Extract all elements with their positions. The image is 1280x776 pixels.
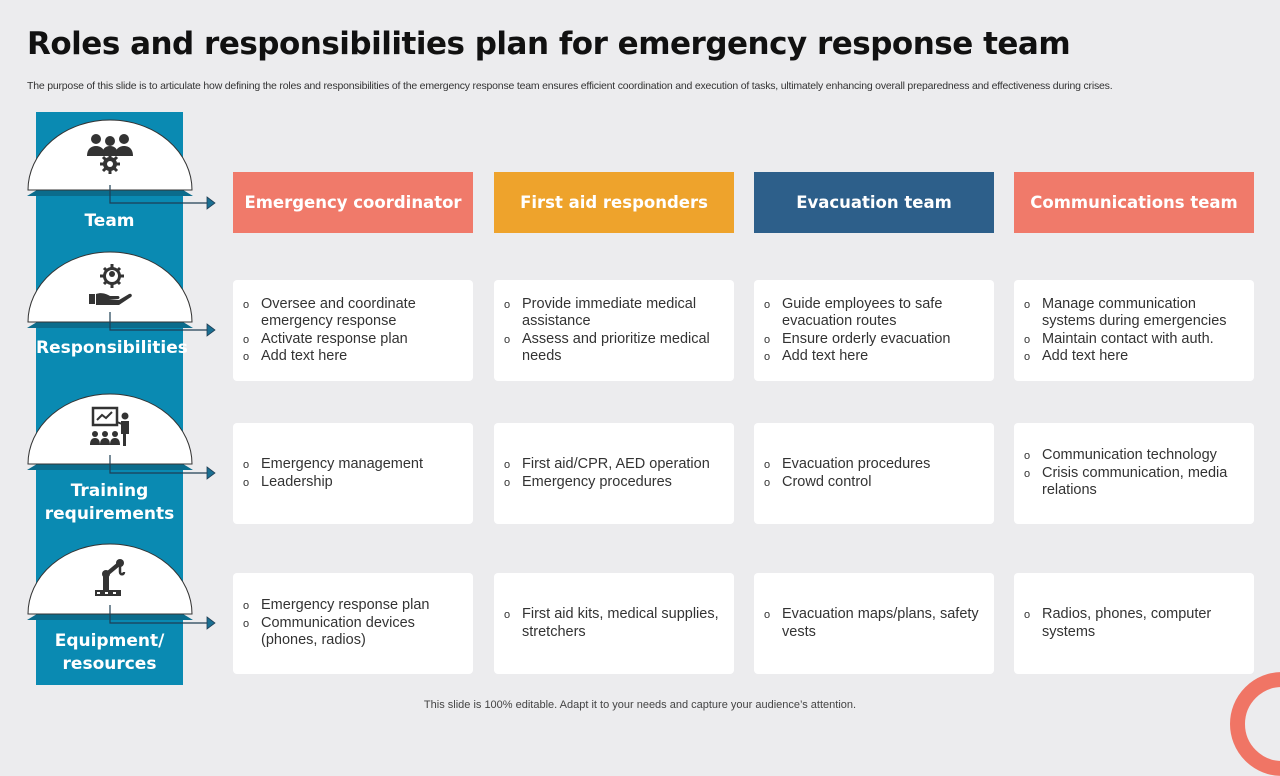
team-gear-icon	[85, 132, 135, 174]
decorative-ring	[1230, 672, 1280, 776]
row-label: Responsibilities	[36, 338, 188, 358]
bullet-item: Add text here	[243, 348, 463, 366]
presentation-training-icon	[85, 406, 135, 448]
bullet-item: First aid/CPR, AED operation	[504, 456, 724, 474]
row-dome-0	[27, 118, 193, 198]
bullet-item: Radios, phones, computer systems	[1024, 606, 1244, 641]
bullet-item: Leadership	[243, 474, 463, 492]
responsibilities-card: Guide employees to safe evacuation route…	[754, 280, 994, 381]
bullet-item: Evacuation maps/plans, safety vests	[764, 606, 984, 641]
bullet-item: Communication devices (phones, radios)	[243, 615, 463, 650]
column-header: Communications team	[1014, 172, 1254, 233]
bullet-item: Emergency response plan	[243, 597, 463, 615]
bullet-item: Evacuation procedures	[764, 456, 984, 474]
bullet-item: Guide employees to safe evacuation route…	[764, 296, 984, 331]
responsibilities-card: Manage communication systems during emer…	[1014, 280, 1254, 381]
row-dome-2	[27, 392, 193, 472]
responsibilities-card: Provide immediate medical assistanceAsse…	[494, 280, 734, 381]
bullet-item: Provide immediate medical assistance	[504, 296, 724, 331]
training-card: Communication technologyCrisis communica…	[1014, 423, 1254, 524]
row-label: Team	[84, 211, 135, 231]
equipment-card: First aid kits, medical supplies, stretc…	[494, 573, 734, 674]
connector-arrow-icon	[109, 605, 216, 630]
row-label: Equipment/ resources	[54, 631, 165, 674]
equipment-card: Radios, phones, computer systems	[1014, 573, 1254, 674]
column-header: Emergency coordinator	[233, 172, 473, 233]
training-card: First aid/CPR, AED operationEmergency pr…	[494, 423, 734, 524]
bullet-item: Activate response plan	[243, 331, 463, 349]
connector-arrow-icon	[109, 312, 216, 337]
bullet-item: Emergency management	[243, 456, 463, 474]
footer-note: This slide is 100% editable. Adapt it to…	[423, 699, 857, 711]
robotic-arm-icon	[85, 556, 135, 598]
bullet-item: Crisis communication, media relations	[1024, 465, 1244, 500]
hand-gear-person-icon	[85, 264, 135, 306]
column-header: First aid responders	[494, 172, 734, 233]
training-card: Evacuation proceduresCrowd control	[754, 423, 994, 524]
page-subtitle: The purpose of this slide is to articula…	[27, 80, 1113, 92]
row-label: Training requirements	[44, 481, 175, 524]
bullet-item: Crowd control	[764, 474, 984, 492]
equipment-card: Evacuation maps/plans, safety vests	[754, 573, 994, 674]
bullet-item: Ensure orderly evacuation	[764, 331, 984, 349]
bullet-item: Communication technology	[1024, 447, 1244, 465]
bullet-item: Assess and prioritize medical needs	[504, 331, 724, 366]
bullet-item: Add text here	[1024, 348, 1244, 366]
bullet-item: Oversee and coordinate emergency respons…	[243, 296, 463, 331]
bullet-item: Maintain contact with auth.	[1024, 331, 1244, 349]
bullet-item: Emergency procedures	[504, 474, 724, 492]
connector-arrow-icon	[109, 455, 216, 480]
page-title: Roles and responsibilities plan for emer…	[27, 26, 1071, 62]
responsibilities-card: Oversee and coordinate emergency respons…	[233, 280, 473, 381]
connector-arrow-icon	[109, 185, 216, 210]
training-card: Emergency managementLeadership	[233, 423, 473, 524]
equipment-card: Emergency response planCommunication dev…	[233, 573, 473, 674]
bullet-item: First aid kits, medical supplies, stretc…	[504, 606, 724, 641]
column-header: Evacuation team	[754, 172, 994, 233]
bullet-item: Manage communication systems during emer…	[1024, 296, 1244, 331]
bullet-item: Add text here	[764, 348, 984, 366]
